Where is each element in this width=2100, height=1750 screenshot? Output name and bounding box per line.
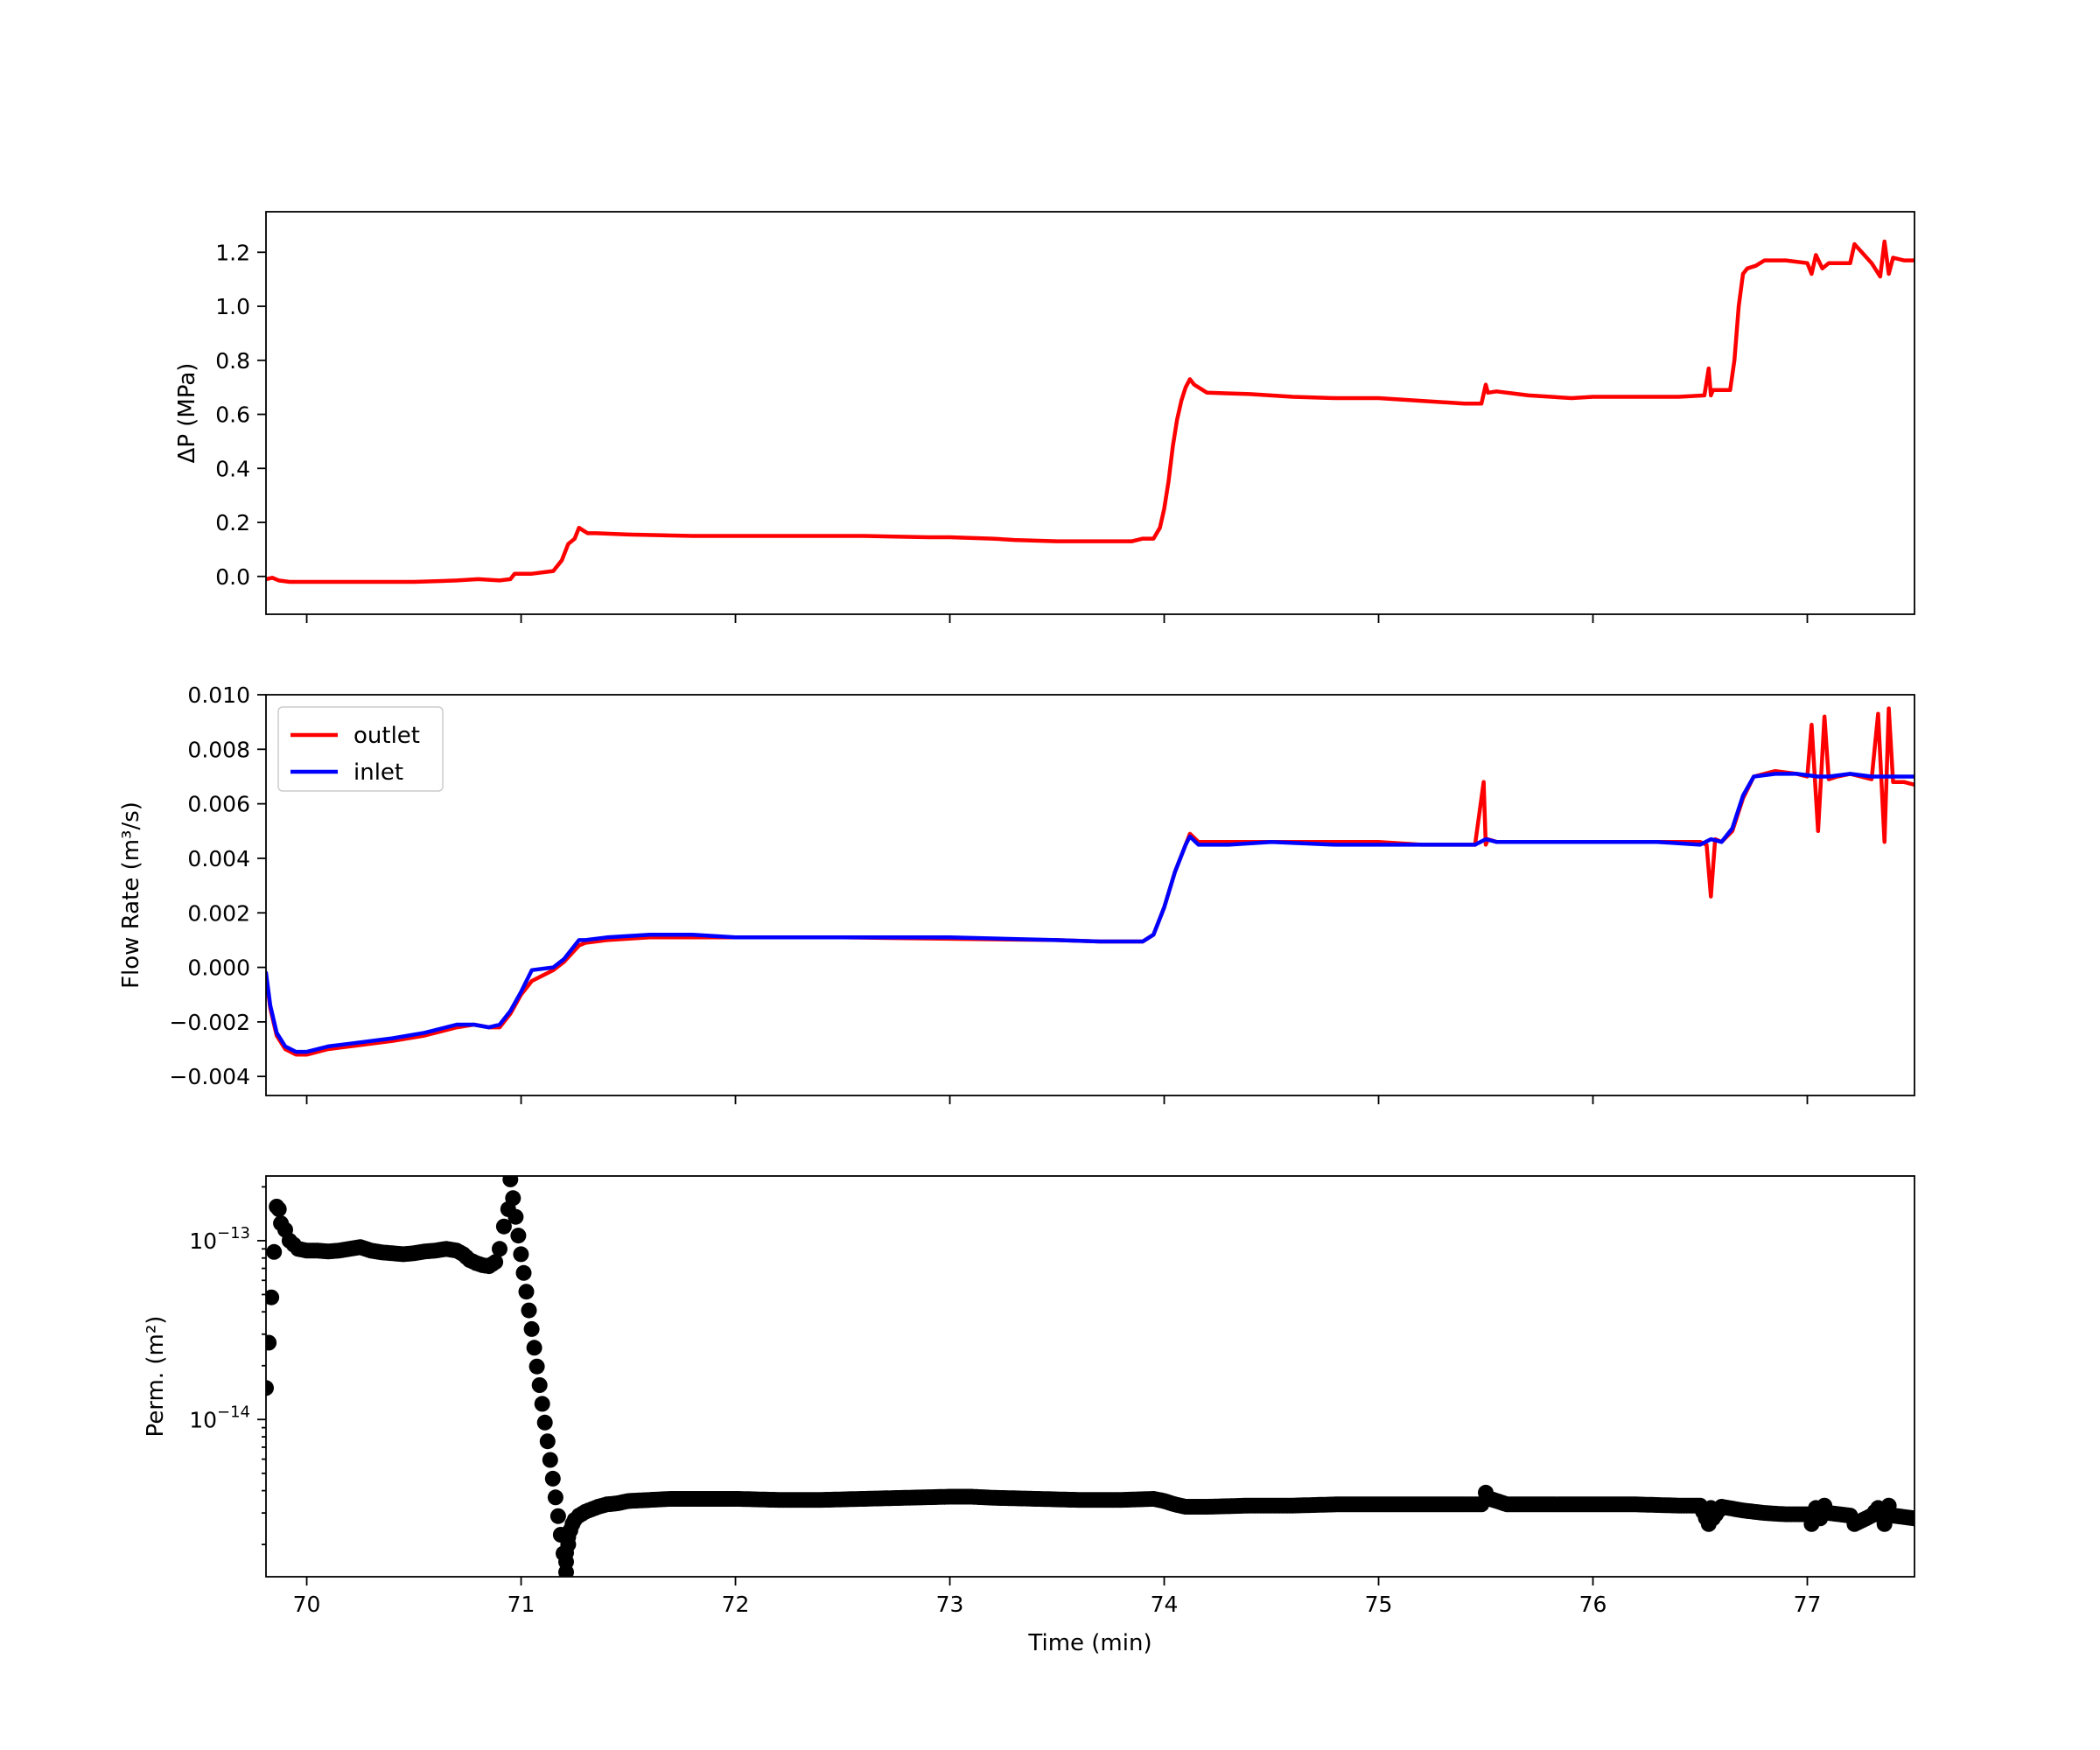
data-point (270, 1200, 287, 1217)
data-point (487, 1254, 504, 1270)
x-tick-label: 77 (1794, 1592, 1822, 1617)
axes-frame (265, 211, 1915, 615)
y-axis-label: Perm. (m²) (143, 1316, 169, 1438)
plot-area (266, 239, 1914, 584)
y-tick-label: −0.002 (169, 1010, 250, 1035)
permeability-panel: 70 71 72 73 74 75 76 77 10−14 10−13 Perm. (m²) Time… (143, 1175, 1915, 1656)
data-point (492, 1241, 508, 1257)
inlet-line (266, 772, 1914, 1054)
y-tick-label: 1.2 (215, 240, 250, 265)
y-axis-label: Flow Rate (m³/s) (118, 802, 144, 989)
y-tick-label: −0.004 (169, 1064, 250, 1089)
data-point (495, 1218, 512, 1235)
x-tick-label: 70 (293, 1592, 321, 1617)
series-1-line (266, 239, 1914, 584)
data-point (513, 1246, 529, 1263)
data-point (510, 1228, 527, 1244)
data-point (502, 1176, 519, 1187)
x-tick-label: 76 (1579, 1592, 1607, 1617)
data-point (547, 1489, 564, 1506)
flow-rate-panel: −0.004 −0.002 0.000 0.002 0.004 0.006 0.008 0.0… (118, 682, 1915, 1104)
data-point (542, 1452, 558, 1468)
data-point (536, 1414, 553, 1431)
data-point (505, 1190, 522, 1207)
data-point (518, 1284, 535, 1300)
x-tick-label: 74 (1151, 1592, 1179, 1617)
y-tick-label: 0.0 (215, 564, 250, 590)
data-point (266, 1243, 283, 1260)
data-point (550, 1508, 566, 1524)
axes-frame (265, 1175, 1915, 1578)
data-point (1907, 1510, 1914, 1527)
y-tick-label: 0.8 (215, 348, 250, 374)
y-axis-label: ΔP (MPa) (174, 363, 200, 464)
y-tick-label: 0.4 (215, 456, 250, 481)
data-point (544, 1470, 561, 1487)
y-tick-label: 0.000 (187, 956, 250, 981)
data-point (508, 1208, 524, 1225)
data-point (531, 1377, 548, 1393)
inlet-legend-label: inlet (354, 760, 403, 786)
y-tick-label: 10−14 (189, 1403, 250, 1432)
y-tick-label: 1.0 (215, 294, 250, 319)
x-tick-label: 71 (508, 1592, 536, 1617)
y-tick-label: 0.006 (187, 792, 250, 817)
axes-frame (265, 694, 1915, 1096)
y-tick-label: 0.004 (187, 846, 250, 872)
plot-area (266, 1176, 1914, 1577)
data-point (515, 1264, 532, 1281)
y-tick-label: 0.6 (215, 402, 250, 428)
data-point (521, 1302, 537, 1319)
x-axis-label: Time (min) (1027, 1630, 1152, 1656)
data-point (266, 1289, 280, 1306)
y-tick-label: 0.2 (215, 510, 250, 536)
pressure-panel: 0.0 0.2 0.4 0.6 0.8 1.0 1.2 ΔP (MPa) (174, 211, 1915, 623)
plot-area (266, 706, 1914, 1057)
data-point (534, 1396, 550, 1412)
outlet-legend-label: outlet (354, 723, 420, 749)
data-point (528, 1358, 545, 1375)
y-tick-label: 10−13 (189, 1224, 250, 1254)
data-point (526, 1340, 542, 1356)
data-point (266, 1380, 274, 1396)
x-tick-label: 75 (1365, 1592, 1393, 1617)
y-tick-label: 0.002 (187, 900, 250, 926)
y-tick-label: 0.008 (187, 737, 250, 762)
data-point (523, 1320, 540, 1337)
x-tick-label: 73 (936, 1592, 964, 1617)
y-tick-label: 0.010 (187, 682, 250, 708)
data-point (266, 1334, 277, 1351)
x-tick-label: 72 (722, 1592, 750, 1617)
data-point (539, 1433, 556, 1450)
legend: outlet inlet (277, 706, 444, 792)
